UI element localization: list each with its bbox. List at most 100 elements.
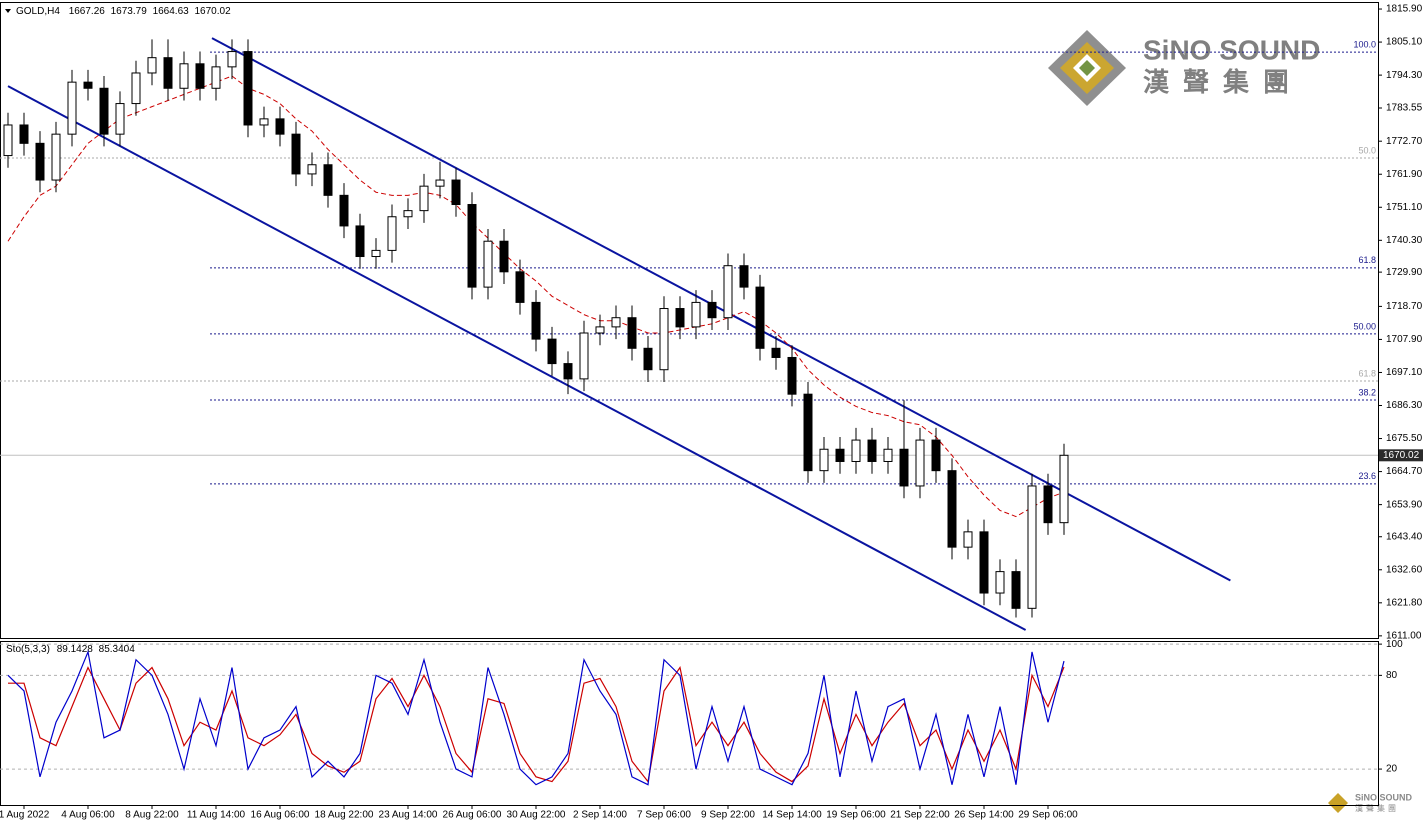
y-tick-label: 1686.30 bbox=[1386, 400, 1423, 411]
candle-body bbox=[19, 124, 29, 144]
candle-body bbox=[963, 531, 973, 548]
candle-body bbox=[51, 133, 61, 181]
y-tick-label: 1729.90 bbox=[1386, 267, 1423, 278]
candle-body bbox=[723, 265, 733, 319]
fib-level-label: 23.6 bbox=[1358, 471, 1376, 481]
y-tick-label: 1653.90 bbox=[1386, 499, 1423, 510]
x-tick-label: 23 Aug 14:00 bbox=[379, 810, 438, 821]
stoch-title: Sto(5,3,3) bbox=[6, 644, 50, 655]
y-tick-label: 1632.60 bbox=[1386, 564, 1423, 575]
stoch-d-value: 85.3404 bbox=[99, 644, 136, 655]
candle-body bbox=[547, 338, 557, 365]
y-tick-label: 1794.30 bbox=[1386, 70, 1423, 81]
trendline bbox=[7, 85, 1027, 631]
candle-body bbox=[355, 225, 365, 258]
price-header: GOLD,H4 1667.26 1673.79 1664.63 1670.02 bbox=[16, 6, 231, 17]
candle-body bbox=[275, 118, 285, 135]
x-tick-label: 21 Sep 22:00 bbox=[890, 810, 950, 821]
y-tick-label: 100 bbox=[1386, 639, 1403, 650]
x-tick-label: 14 Sep 14:00 bbox=[762, 810, 822, 821]
x-tick-label: 29 Sep 06:00 bbox=[1018, 810, 1078, 821]
y-tick-label: 1707.90 bbox=[1386, 334, 1423, 345]
x-tick-label: 8 Aug 22:00 bbox=[125, 810, 179, 821]
candle-body bbox=[371, 249, 381, 258]
y-tick-label: 1751.10 bbox=[1386, 202, 1423, 213]
candle-body bbox=[1043, 485, 1053, 524]
candle-body bbox=[931, 439, 941, 472]
header-open: 1667.26 bbox=[69, 6, 106, 17]
candle-body bbox=[867, 439, 877, 462]
last-price-box bbox=[1379, 449, 1423, 462]
y-tick-label: 1815.90 bbox=[1386, 4, 1423, 15]
y-tick-label: 80 bbox=[1386, 670, 1398, 681]
candle-body bbox=[323, 164, 333, 196]
candle-body bbox=[67, 81, 77, 135]
candle-body bbox=[147, 57, 157, 74]
candle-body bbox=[451, 179, 461, 206]
candle-body bbox=[3, 124, 13, 157]
candle-body bbox=[403, 210, 413, 218]
logo-diamond-core bbox=[1079, 60, 1095, 76]
y-tick-label: 1621.80 bbox=[1386, 597, 1423, 608]
candle-body bbox=[435, 179, 445, 187]
candle-body bbox=[819, 448, 829, 472]
symbol: GOLD,H4 bbox=[16, 6, 60, 17]
candle-body bbox=[787, 356, 797, 395]
candle-body bbox=[259, 118, 269, 126]
candle-body bbox=[707, 301, 717, 319]
x-tick-label: 11 Aug 14:00 bbox=[187, 810, 246, 821]
candle-body bbox=[115, 103, 125, 135]
y-tick-label: 1664.70 bbox=[1386, 466, 1423, 477]
stoch-header: Sto(5,3,3) 89.1428 85.3404 bbox=[6, 644, 135, 655]
candle-body bbox=[131, 72, 141, 105]
header-close: 1670.02 bbox=[195, 6, 232, 17]
x-tick-label: 26 Sep 14:00 bbox=[954, 810, 1014, 821]
candle-body bbox=[99, 87, 109, 135]
x-tick-label: 9 Sep 22:00 bbox=[701, 810, 755, 821]
candle-body bbox=[995, 571, 1005, 594]
stoch-line bbox=[8, 666, 1065, 783]
header-high: 1673.79 bbox=[111, 6, 148, 17]
candle-body bbox=[531, 301, 541, 340]
y-tick-label: 1697.10 bbox=[1386, 367, 1423, 378]
candle-body bbox=[915, 439, 925, 487]
logo: SiNO SOUND 漢聲集團 bbox=[1048, 30, 1320, 106]
logo-small-brand: SiNO SOUND bbox=[1355, 792, 1413, 802]
candle-body bbox=[691, 301, 701, 328]
candle-body bbox=[835, 448, 845, 462]
x-tick-label: 16 Aug 06:00 bbox=[251, 810, 310, 821]
fib-level-label: 61.8 bbox=[1358, 368, 1376, 378]
stoch-k-value: 89.1428 bbox=[57, 644, 94, 655]
stoch-line bbox=[7, 649, 1065, 786]
y-tick-label: 1643.40 bbox=[1386, 531, 1423, 542]
candle-body bbox=[515, 271, 525, 303]
candle-body bbox=[947, 470, 957, 548]
candle-body bbox=[899, 448, 909, 487]
logo-small-diamond bbox=[1328, 793, 1348, 813]
x-tick-label: 7 Sep 06:00 bbox=[637, 810, 691, 821]
last-price-label: 1670.02 bbox=[1383, 450, 1420, 461]
candle-body bbox=[803, 393, 813, 472]
y-tick-label: 1718.70 bbox=[1386, 301, 1423, 312]
candle-body bbox=[627, 317, 637, 349]
stoch-panel-frame bbox=[0, 641, 1379, 806]
candle-body bbox=[163, 57, 173, 89]
candle-body bbox=[307, 164, 317, 175]
fib-level-label: 100.0 bbox=[1353, 40, 1376, 50]
candle-body bbox=[883, 448, 893, 462]
candle-body bbox=[227, 51, 237, 68]
fib-level-label: 50.0 bbox=[1358, 145, 1376, 155]
candle-body bbox=[291, 133, 301, 175]
logo-chinese: 漢聲集團 bbox=[1143, 67, 1303, 97]
x-tick-label: 4 Aug 06:00 bbox=[61, 810, 115, 821]
candle-body bbox=[675, 308, 685, 328]
candle-body bbox=[595, 326, 605, 334]
y-tick-label: 1805.10 bbox=[1386, 37, 1423, 48]
candle-body bbox=[851, 439, 861, 462]
logo-small: SiNO SOUND 漢聲集團 bbox=[1328, 792, 1413, 813]
y-tick-label: 20 bbox=[1386, 764, 1398, 775]
candle-body bbox=[1027, 485, 1037, 609]
fib-level-label: 38.2 bbox=[1358, 387, 1376, 397]
